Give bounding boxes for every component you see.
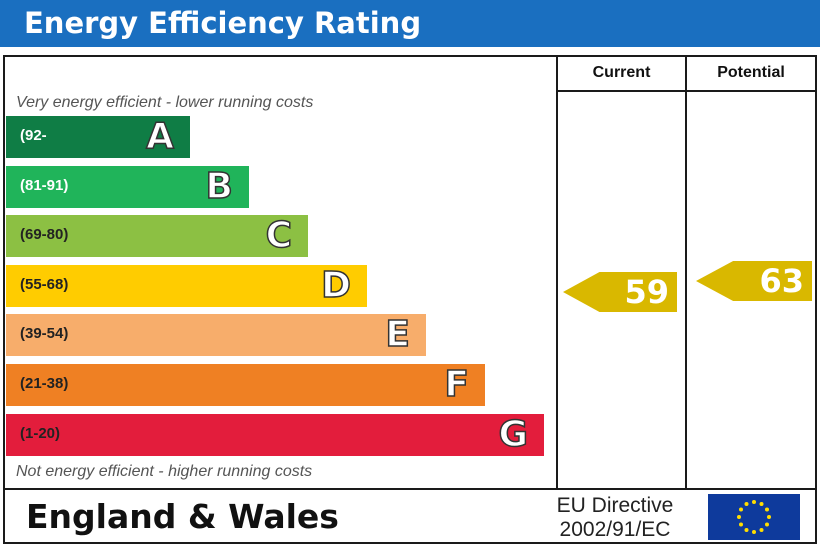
- chart-title: Energy Efficiency Rating: [24, 6, 422, 40]
- band-c: (69-80) C: [6, 214, 308, 257]
- directive-line-2: 2002/91/EC: [559, 518, 671, 541]
- eu-star-icon: [739, 522, 744, 527]
- header-divider: [556, 90, 817, 92]
- band-a-range: (92-: [20, 127, 47, 144]
- eu-star-icon: [737, 515, 741, 519]
- band-g-letter: G: [498, 413, 529, 456]
- band-d-letter: D: [320, 264, 351, 307]
- band-c-letter: C: [265, 214, 293, 257]
- current-header: Current: [592, 64, 651, 81]
- country-label: England & Wales: [26, 497, 339, 536]
- current-column-divider: [556, 55, 558, 490]
- eu-star-icon: [744, 527, 749, 532]
- directive-line-1: EU Directive: [556, 494, 674, 517]
- band-g: (1-20) G: [6, 413, 544, 456]
- eu-star-icon: [759, 502, 764, 507]
- title-bar: Energy Efficiency Rating: [0, 0, 820, 47]
- band-a-letter: A: [145, 115, 174, 158]
- eu-directive: EU Directive 2002/91/EC: [535, 494, 695, 542]
- band-e-range: (39-54): [20, 325, 69, 342]
- eu-star-icon: [767, 515, 771, 519]
- potential-header: Potential: [717, 64, 785, 81]
- potential-column-divider: [685, 55, 687, 490]
- band-b-letter: B: [205, 165, 234, 208]
- eu-star-icon: [739, 507, 744, 512]
- band-f: (21-38) F: [6, 363, 485, 406]
- eu-star-icon: [752, 500, 756, 504]
- band-e-letter: E: [385, 313, 411, 356]
- band-d: (55-68) D: [6, 264, 367, 307]
- band-b-range: (81-91): [20, 177, 69, 194]
- eu-star-icon: [752, 530, 756, 534]
- eu-flag-icon: [708, 494, 800, 540]
- band-e: (39-54) E: [6, 313, 426, 356]
- current-rating-arrow: 59: [563, 272, 677, 312]
- band-d-range: (55-68): [20, 276, 69, 293]
- rating-frame: [3, 55, 817, 544]
- band-g-range: (1-20): [20, 425, 61, 442]
- eu-star-icon: [759, 527, 764, 532]
- eu-star-icon: [744, 502, 749, 507]
- band-a: (92- A: [6, 115, 190, 158]
- band-f-letter: F: [444, 363, 470, 406]
- top-note: Very energy efficient - lower running co…: [16, 94, 314, 111]
- eu-star-icon: [764, 507, 769, 512]
- band-b: (81-91) B: [6, 165, 249, 208]
- eu-star-icon: [764, 522, 769, 527]
- bottom-note: Not energy efficient - higher running co…: [16, 463, 313, 480]
- potential-rating-value: 63: [759, 262, 804, 300]
- band-f-range: (21-38): [20, 375, 69, 392]
- band-c-range: (69-80): [20, 226, 69, 243]
- current-rating-value: 59: [624, 273, 669, 311]
- footer-divider: [3, 488, 817, 490]
